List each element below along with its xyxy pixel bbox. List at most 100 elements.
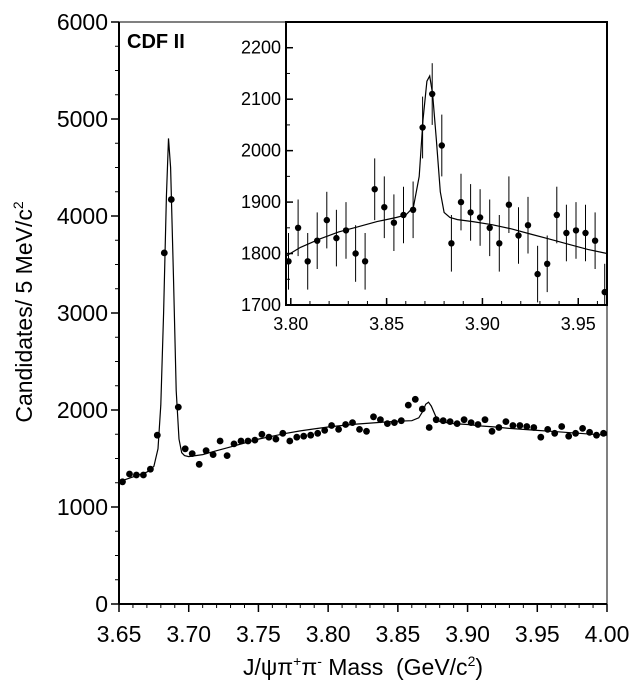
main-data-point (119, 478, 126, 486)
main-data-point (460, 416, 468, 424)
main-y-axis-title: Candidates/ 5 MeV/c2 (10, 201, 37, 423)
inset-data-point (448, 240, 455, 247)
main-data-point (537, 433, 545, 441)
inset-data-point (457, 198, 465, 206)
inset-data-point (409, 206, 417, 213)
inset-x-tick-label: 3.85 (369, 314, 404, 334)
inset-data-point (582, 229, 589, 237)
main-data-point (418, 405, 426, 413)
main-data-point (404, 401, 412, 409)
main-data-point (572, 429, 579, 437)
main-data-point (293, 433, 301, 441)
main-x-tick-label: 3.95 (515, 621, 560, 647)
main-data-point (488, 427, 496, 435)
inset-data-point (361, 258, 369, 265)
inset-data-point (515, 232, 522, 239)
inset-ticks: 3.80 3.85 3.90 3.95 1700 1800 1900 2000 2100 2200 (241, 21, 598, 334)
inset-data-point (476, 214, 484, 221)
inset-x-tick-label: 3.95 (561, 314, 596, 334)
main-data-point (425, 424, 433, 431)
inset-data-point (419, 124, 426, 131)
main-data-point (300, 432, 308, 440)
inset-y-tick-label: 2200 (241, 38, 281, 58)
main-data-point (502, 418, 510, 425)
main-data-point (167, 196, 175, 203)
main-data-point (579, 425, 586, 432)
main-data-point (195, 460, 203, 468)
main-data-point (223, 452, 231, 459)
main-y-tick-label: 4000 (57, 203, 108, 229)
main-data-point (474, 421, 482, 428)
main-data-point (153, 431, 161, 439)
main-data-point (586, 428, 593, 436)
inset-data-point (572, 227, 580, 234)
main-data-point (530, 424, 538, 431)
main-x-tick-label: 3.75 (236, 621, 281, 647)
main-data-point (384, 420, 391, 427)
main-data-point (495, 424, 503, 431)
inset-data-point (496, 240, 503, 247)
main-ticks: 3.65 3.70 3.75 3.80 3.85 3.90 3.95 4.00 0 1000 200… (57, 9, 630, 647)
inset-data-point (352, 250, 359, 257)
inset-y-tick-label: 1800 (241, 244, 281, 264)
inset-data-point (534, 270, 541, 278)
inset-x-tick-label: 3.90 (465, 314, 500, 334)
main-fit-curve (118, 138, 608, 483)
inset-y-tick-label: 1700 (241, 295, 281, 315)
main-x-axis-title: J/ψπ+π- Mass (GeV/c2) (243, 653, 483, 680)
main-data-point (202, 447, 210, 455)
inset-data-point (333, 234, 340, 242)
main-data-point (286, 437, 294, 445)
main-points (119, 196, 607, 486)
inset-data-point (438, 142, 445, 149)
main-fit (118, 138, 608, 483)
main-data-point (140, 471, 147, 479)
main-y-tick-label: 2000 (57, 397, 108, 423)
inset-data-point (591, 237, 599, 244)
inset-data-point (486, 224, 493, 231)
main-data-point (516, 422, 524, 429)
main-data-point (321, 427, 329, 434)
main-x-tick-label: 3.80 (306, 621, 351, 647)
inset-data-point (544, 260, 551, 267)
main-data-point (314, 429, 322, 437)
main-y-tick-label: 0 (95, 591, 108, 617)
main-data-point (377, 416, 384, 424)
main-data-point (133, 471, 140, 479)
main-data-point (432, 416, 440, 424)
main-y-tick-label: 6000 (57, 9, 108, 35)
inset-data-point (323, 216, 330, 224)
main-data-point (237, 437, 245, 445)
main-data-point (411, 395, 419, 403)
inset-data-point (429, 90, 436, 98)
main-y-tick-label: 3000 (57, 300, 108, 326)
inset-y-tick-label: 2000 (241, 141, 281, 161)
main-data-point (209, 451, 217, 458)
inset-data-point (400, 211, 407, 219)
main-data-point (174, 403, 182, 411)
main-data-point (481, 416, 489, 424)
main-data-point (230, 440, 238, 448)
inset-points (285, 63, 608, 305)
main-data-point (328, 422, 335, 429)
main-x-tick-label: 3.70 (166, 621, 211, 647)
main-x-tick-label: 3.65 (97, 621, 142, 647)
inset-data-point (285, 258, 292, 265)
inset-data-point (294, 224, 302, 231)
inset-data-point (601, 288, 608, 296)
inset-data-point (371, 186, 378, 193)
main-data-point (565, 432, 573, 440)
inset-data-point (524, 222, 532, 229)
inset-data-point (390, 219, 398, 226)
main-data-point (370, 413, 377, 421)
main-data-point (279, 429, 287, 437)
main-x-tick-label: 3.85 (375, 621, 420, 647)
main-data-point (391, 419, 398, 426)
inset-data-point (563, 229, 570, 237)
main-data-point (216, 437, 224, 445)
main-data-point (181, 445, 189, 453)
main-data-point (349, 419, 356, 426)
main-y-tick-label: 5000 (57, 106, 108, 132)
main-data-point (307, 431, 315, 439)
main-data-point (251, 436, 259, 444)
